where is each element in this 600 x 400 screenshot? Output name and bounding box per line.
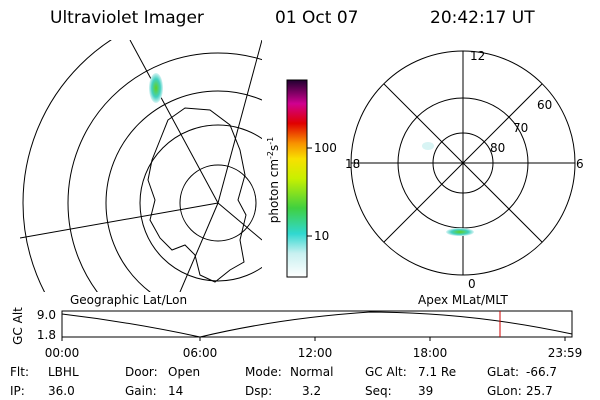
field-value: 36.0 [48, 384, 75, 398]
time-label: 18:00 [413, 346, 448, 360]
field-label: Door: [125, 365, 158, 379]
colorbar-tick: 100 [314, 141, 337, 155]
field-label: GLat: [487, 365, 519, 379]
colorbar-tick: 10 [314, 229, 329, 243]
geographic-map [20, 40, 262, 292]
mlt-label: 6 [576, 157, 584, 171]
polar-plot: 12 18 6 0 60 70 80 [345, 49, 584, 291]
strip-title: Geographic Lat/Lon [70, 293, 187, 307]
mlat-label: 70 [513, 121, 528, 135]
time: 20:42:17 UT [430, 8, 535, 28]
time-label: 06:00 [183, 346, 218, 360]
field-value: Open [168, 365, 200, 379]
field-value: Normal [290, 365, 333, 379]
colorbar: 100 10 photon cm-2s-1 [266, 79, 337, 278]
mlat-label: 60 [537, 98, 552, 112]
field-label: Flt: [10, 365, 29, 379]
colorbar-unit: photon cm-2s-1 [266, 137, 281, 224]
footer: Flt: LBHL Door: Open Mode: Normal GC Alt: 7.1 R… [10, 365, 557, 398]
strip-ylabel: 9.0 [37, 308, 56, 322]
field-value: 14 [168, 384, 183, 398]
mlt-label: 0 [468, 277, 476, 291]
field-label: IP: [10, 384, 25, 398]
time-label: 23:59 [548, 346, 583, 360]
field-value: 39 [418, 384, 433, 398]
time-label: 12:00 [298, 346, 333, 360]
strip-ylabel: 1.8 [37, 328, 56, 342]
instrument: Ultraviolet Imager [50, 8, 204, 28]
field-value: -66.7 [526, 365, 557, 379]
date: 01 Oct 07 [275, 8, 358, 28]
time-label: 00:00 [45, 346, 80, 360]
field-label: Seq: [365, 384, 392, 398]
strip-axis-label: GC Alt [11, 307, 25, 345]
field-label: Mode: [245, 365, 282, 379]
mlt-label: 18 [345, 157, 360, 171]
field-value: 7.1 Re [418, 365, 456, 379]
field-value: 25.7 [526, 384, 553, 398]
mlat-label: 80 [490, 141, 505, 155]
strip-title: Apex MLat/MLT [418, 293, 508, 307]
field-label: Gain: [125, 384, 157, 398]
mlt-label: 12 [470, 49, 485, 63]
field-label: GLon: [487, 384, 522, 398]
orbit-strip: Geographic Lat/Lon Apex MLat/MLT GC Alt … [11, 293, 582, 360]
field-label: Dsp: [245, 384, 272, 398]
field-value: 3.2 [302, 384, 321, 398]
field-label: GC Alt: [365, 365, 407, 379]
field-value: LBHL [48, 365, 79, 379]
header: Ultraviolet Imager 01 Oct 07 20:42:17 UT [50, 8, 535, 28]
